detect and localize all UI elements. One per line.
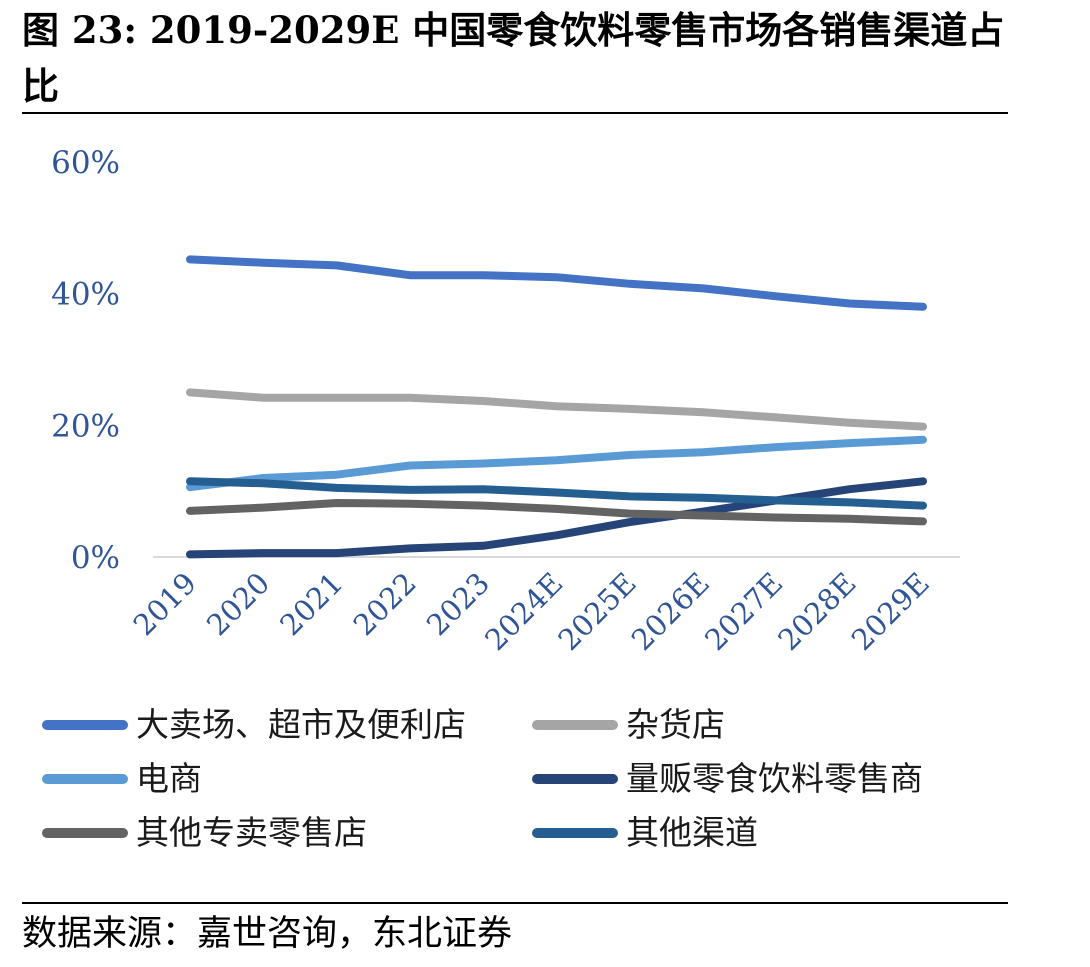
x-axis-ticks: 201920202021202220232024E2025E2026E2027E… bbox=[127, 566, 936, 657]
legend-label-ecommerce: 电商 bbox=[136, 759, 202, 798]
x-tick-label: 2026E bbox=[625, 566, 716, 657]
legend-item-grocery: 杂货店 bbox=[532, 700, 725, 750]
y-tick-label: 0% bbox=[71, 540, 120, 576]
x-tick-label: 2021 bbox=[273, 566, 349, 642]
series-line-0 bbox=[186, 255, 927, 311]
legend-label-bulk-snack: 量贩零食饮料零售商 bbox=[626, 759, 923, 798]
series-line-2 bbox=[186, 435, 927, 492]
title-rule bbox=[22, 112, 1008, 114]
x-tick-label: 2022 bbox=[347, 566, 423, 642]
legend-label-other-specialty: 其他专卖零售店 bbox=[136, 813, 367, 852]
x-tick-label: 2029E bbox=[845, 566, 936, 657]
source-rule bbox=[22, 902, 1008, 904]
legend-item-bulk-snack: 量贩零食饮料零售商 bbox=[532, 754, 923, 804]
y-tick-label: 60% bbox=[51, 145, 120, 181]
legend-swatch-bulk-snack bbox=[532, 774, 618, 784]
line-chart: 0% 20% 40% 60% 201920202021202220232024E202… bbox=[51, 145, 960, 657]
legend-swatch-other-specialty bbox=[42, 828, 128, 838]
y-tick-label: 40% bbox=[51, 277, 120, 313]
x-tick-label: 2028E bbox=[771, 566, 862, 657]
series-line-1 bbox=[186, 388, 927, 431]
legend-item-other-specialty: 其他专卖零售店 bbox=[42, 808, 367, 858]
legend-swatch-ecommerce bbox=[42, 774, 128, 784]
figure-title: 图 23: 2019-2029E 中国零食饮料零售市场各销售渠道占比 bbox=[22, 8, 1005, 108]
series-line-4 bbox=[186, 499, 927, 526]
legend-swatch-other-channels bbox=[532, 828, 618, 838]
legend-label-grocery: 杂货店 bbox=[626, 705, 725, 744]
legend-swatch-hypermarket bbox=[42, 720, 128, 730]
x-tick-label: 2027E bbox=[698, 566, 789, 657]
source-note: 数据来源：嘉世咨询，东北证券 bbox=[22, 914, 513, 954]
series-line-5 bbox=[186, 477, 927, 510]
legend-label-hypermarket: 大卖场、超市及便利店 bbox=[136, 705, 466, 744]
y-axis-ticks: 0% 20% 40% 60% bbox=[51, 145, 120, 576]
x-tick-label: 2024E bbox=[478, 566, 569, 657]
series-line-3 bbox=[186, 477, 927, 559]
legend-item-hypermarket: 大卖场、超市及便利店 bbox=[42, 700, 466, 750]
legend-label-other-channels: 其他渠道 bbox=[626, 813, 758, 852]
legend-swatch-grocery bbox=[532, 720, 618, 730]
y-tick-label: 20% bbox=[51, 408, 120, 444]
x-tick-label: 2020 bbox=[200, 566, 276, 642]
series-lines bbox=[186, 255, 927, 559]
legend-item-ecommerce: 电商 bbox=[42, 754, 202, 804]
x-tick-label: 2025E bbox=[552, 566, 643, 657]
legend-item-other-channels: 其他渠道 bbox=[532, 808, 758, 858]
x-tick-label: 2019 bbox=[127, 566, 203, 642]
